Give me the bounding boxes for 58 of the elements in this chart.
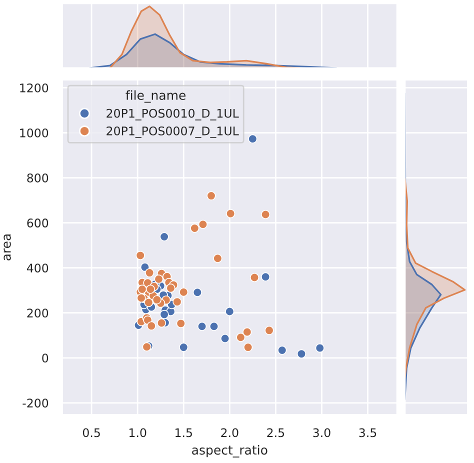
x-tick-label: 0.5 bbox=[82, 428, 100, 438]
point bbox=[192, 288, 202, 297]
point bbox=[250, 272, 260, 282]
point bbox=[156, 318, 166, 328]
point bbox=[176, 318, 186, 328]
x-tick-label: 3.0 bbox=[313, 428, 330, 438]
point bbox=[236, 332, 246, 342]
point bbox=[260, 272, 270, 282]
point bbox=[220, 334, 230, 344]
point bbox=[242, 327, 252, 337]
y-tick-label: 1200 bbox=[20, 83, 48, 92]
point bbox=[248, 134, 258, 144]
point bbox=[190, 224, 200, 233]
point bbox=[179, 288, 188, 297]
y-tick-label: 200 bbox=[27, 308, 48, 318]
point bbox=[179, 342, 188, 352]
y-tick-label: 0 bbox=[42, 354, 48, 363]
point bbox=[225, 306, 234, 316]
point bbox=[213, 254, 222, 263]
point bbox=[138, 284, 147, 294]
legend-title: file_name bbox=[126, 90, 186, 103]
point bbox=[278, 346, 287, 355]
x-axis-title: aspect_ratio bbox=[192, 445, 268, 458]
point bbox=[160, 232, 169, 242]
point bbox=[198, 220, 208, 229]
point bbox=[136, 250, 145, 260]
point bbox=[144, 268, 154, 278]
point bbox=[260, 210, 270, 220]
point bbox=[243, 342, 253, 352]
point bbox=[197, 322, 207, 331]
x-tick-label: 2.5 bbox=[267, 428, 284, 438]
point bbox=[315, 343, 324, 353]
point bbox=[206, 191, 216, 200]
point bbox=[209, 322, 219, 331]
point bbox=[154, 274, 164, 284]
point bbox=[226, 209, 236, 218]
x-tick-label: 2.0 bbox=[221, 428, 238, 438]
point bbox=[264, 326, 274, 336]
point bbox=[160, 310, 169, 320]
y-axis-title: area bbox=[4, 234, 11, 260]
y-tick-label: 600 bbox=[27, 218, 48, 228]
point bbox=[146, 284, 156, 294]
point bbox=[166, 284, 176, 293]
x-tick-label: 1.5 bbox=[176, 428, 192, 438]
point bbox=[144, 298, 154, 308]
point bbox=[172, 297, 182, 306]
legend-label: 20P1_POS0007_D_1UL bbox=[106, 126, 239, 138]
point bbox=[136, 293, 146, 303]
x-tick-label: 3.5 bbox=[359, 428, 376, 438]
y-tick-label: -200 bbox=[22, 398, 48, 408]
point bbox=[146, 321, 156, 331]
legend-label: 20P1_POS0010_D_1UL bbox=[106, 108, 239, 120]
point bbox=[152, 295, 162, 304]
x-tick-label: 1.0 bbox=[129, 428, 146, 438]
y-tick-label: 400 bbox=[26, 264, 48, 272]
point bbox=[296, 349, 306, 358]
y-tick-label: 800 bbox=[27, 174, 48, 182]
y-tick-label: 1000 bbox=[20, 128, 48, 138]
